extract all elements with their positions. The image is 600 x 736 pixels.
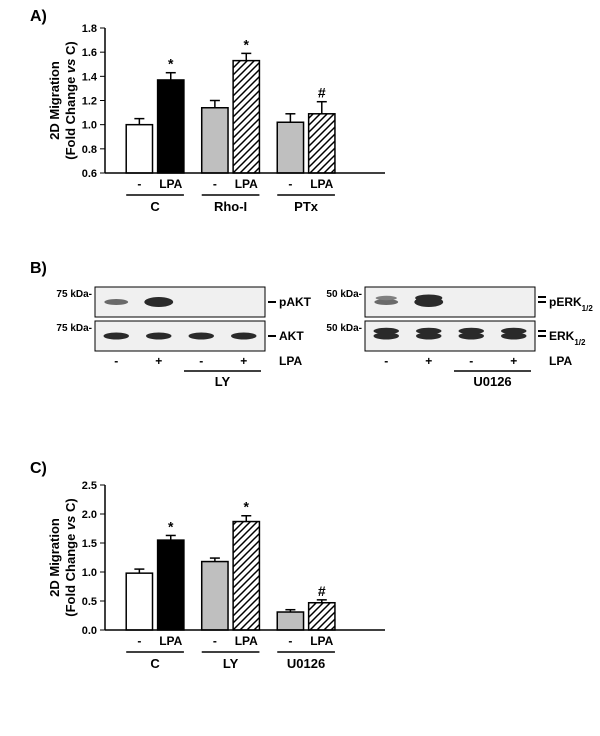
- svg-text:1.0: 1.0: [82, 120, 97, 132]
- svg-text:0.5: 0.5: [82, 596, 97, 608]
- svg-text:1.8: 1.8: [82, 23, 97, 35]
- svg-text:1.0: 1.0: [82, 567, 97, 579]
- svg-text:-: -: [213, 177, 217, 191]
- svg-text:1.2: 1.2: [82, 96, 97, 108]
- svg-text:-: -: [199, 354, 203, 368]
- svg-text:LPA: LPA: [159, 177, 182, 191]
- svg-text:LPA: LPA: [310, 177, 333, 191]
- svg-text:LPA: LPA: [549, 354, 572, 368]
- svg-text:C: C: [150, 199, 160, 214]
- svg-text:+: +: [155, 354, 162, 368]
- svg-text:1.6: 1.6: [82, 47, 97, 59]
- svg-text:U0126: U0126: [287, 656, 325, 671]
- chart-a: 0.6 0.8 1.0 1.2 1.4 1.6 1.8 2D Migration(Fold C…: [45, 18, 445, 258]
- svg-text:50 kDa-: 50 kDa-: [326, 289, 362, 300]
- svg-text:pERK1/2: pERK1/2: [549, 295, 593, 313]
- blot-right: 50 kDa-pERK1/2 50 kDa- ERK1/2 - + - + LPA U0126: [315, 275, 600, 425]
- svg-text:LPA: LPA: [159, 634, 182, 648]
- svg-text:2D Migration: 2D Migration: [47, 518, 62, 597]
- svg-text:LPA: LPA: [235, 634, 258, 648]
- svg-text:2D Migration: 2D Migration: [47, 61, 62, 140]
- svg-text:*: *: [244, 36, 250, 52]
- svg-text:AKT: AKT: [279, 329, 304, 343]
- svg-text:2.0: 2.0: [82, 509, 97, 521]
- svg-text:1.4: 1.4: [82, 71, 98, 83]
- svg-text:50 kDa-: 50 kDa-: [326, 323, 362, 334]
- svg-text:-: -: [288, 634, 292, 648]
- svg-text:pAKT: pAKT: [279, 295, 312, 309]
- svg-text:#: #: [318, 583, 326, 599]
- svg-text:ERK1/2: ERK1/2: [549, 329, 586, 347]
- svg-text:LPA: LPA: [310, 634, 333, 648]
- svg-text:-: -: [137, 634, 141, 648]
- svg-text:+: +: [510, 354, 517, 368]
- svg-text:LY: LY: [215, 374, 231, 389]
- svg-text:U0126: U0126: [473, 374, 511, 389]
- svg-text:Rho-I: Rho-I: [214, 199, 247, 214]
- svg-text:*: *: [168, 518, 174, 534]
- svg-text:LPA: LPA: [235, 177, 258, 191]
- svg-text:75 kDa-: 75 kDa-: [56, 289, 92, 300]
- svg-text:C: C: [150, 656, 160, 671]
- svg-text:PTx: PTx: [294, 199, 319, 214]
- svg-text:-: -: [137, 177, 141, 191]
- svg-text:1.5: 1.5: [82, 538, 97, 550]
- svg-text:0.8: 0.8: [82, 144, 97, 156]
- svg-text:2.5: 2.5: [82, 480, 97, 492]
- svg-text:+: +: [425, 354, 432, 368]
- svg-text:*: *: [244, 499, 250, 515]
- svg-text:LPA: LPA: [279, 354, 302, 368]
- blot-left: 75 kDa-pAKT 75 kDa- AKT - + - + LPA LY: [45, 275, 335, 425]
- svg-text:-: -: [213, 634, 217, 648]
- svg-text:-: -: [288, 177, 292, 191]
- svg-text:-: -: [469, 354, 473, 368]
- svg-text:-: -: [114, 354, 118, 368]
- svg-text:(Fold Change vs C): (Fold Change vs C): [63, 41, 78, 159]
- svg-text:75 kDa-: 75 kDa-: [56, 323, 92, 334]
- svg-text:#: #: [318, 85, 326, 101]
- svg-text:*: *: [168, 56, 174, 72]
- svg-text:LY: LY: [223, 656, 239, 671]
- chart-c: 0.0 0.5 1.0 1.5 2.0 2.5 2D Migration(Fold Chan…: [45, 475, 445, 715]
- svg-text:0.6: 0.6: [82, 168, 97, 180]
- svg-text:0.0: 0.0: [82, 625, 97, 637]
- svg-text:-: -: [384, 354, 388, 368]
- svg-text:(Fold Change vs C): (Fold Change vs C): [63, 498, 78, 616]
- svg-text:+: +: [240, 354, 247, 368]
